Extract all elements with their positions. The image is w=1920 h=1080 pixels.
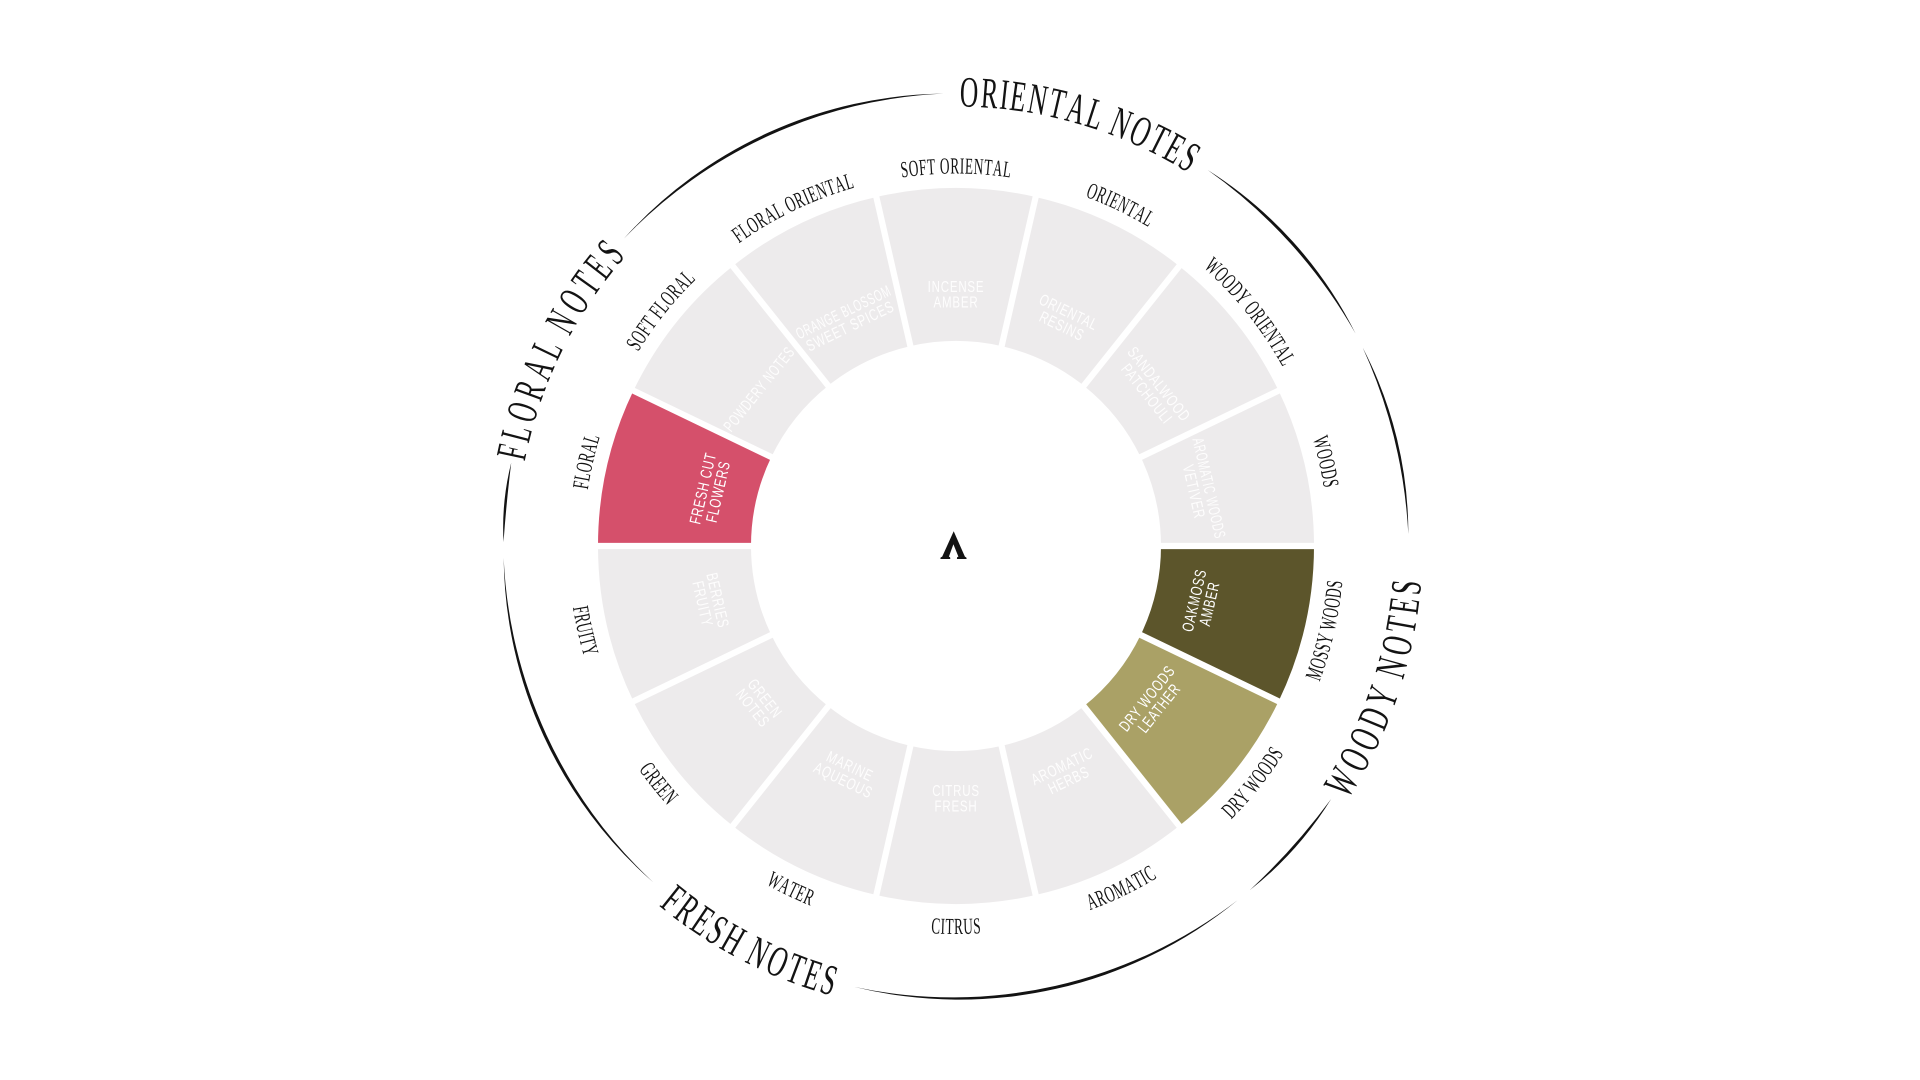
svg-text:U: U bbox=[963, 914, 974, 940]
svg-text:O: O bbox=[959, 67, 979, 116]
svg-text:F: F bbox=[567, 604, 594, 616]
svg-text:T: T bbox=[926, 154, 936, 180]
svg-text:O: O bbox=[907, 156, 919, 183]
svg-text:S: S bbox=[899, 157, 910, 184]
svg-text:I: I bbox=[572, 630, 598, 640]
svg-text:R: R bbox=[954, 914, 963, 940]
svg-text:N: N bbox=[973, 154, 984, 180]
svg-text:S: S bbox=[1381, 578, 1431, 597]
svg-text:FRESH: FRESH bbox=[935, 796, 978, 814]
svg-text:E: E bbox=[1379, 595, 1429, 617]
svg-text:R: R bbox=[950, 154, 959, 180]
svg-text:CITRUS: CITRUS bbox=[932, 781, 980, 799]
svg-text:INCENSE: INCENSE bbox=[928, 277, 985, 295]
svg-text:E: E bbox=[1007, 71, 1029, 122]
svg-text:R: R bbox=[979, 68, 1000, 118]
svg-text:O: O bbox=[1320, 596, 1347, 609]
svg-text:D: D bbox=[1315, 467, 1342, 481]
svg-text:E: E bbox=[965, 154, 974, 180]
svg-text:F: F bbox=[918, 155, 928, 181]
svg-text:F: F bbox=[568, 479, 595, 490]
svg-text:C: C bbox=[931, 914, 941, 940]
svg-text:S: S bbox=[973, 914, 982, 940]
svg-text:T: T bbox=[983, 155, 994, 181]
svg-text:O: O bbox=[940, 154, 950, 180]
svg-text:D: D bbox=[1321, 587, 1348, 600]
svg-text:A: A bbox=[992, 156, 1005, 183]
svg-text:O: O bbox=[1318, 606, 1345, 620]
svg-text:S: S bbox=[1317, 478, 1344, 490]
svg-text:I: I bbox=[960, 154, 965, 180]
svg-text:I: I bbox=[940, 914, 945, 940]
svg-text:AMBER: AMBER bbox=[934, 292, 979, 310]
svg-text:T: T bbox=[945, 914, 954, 940]
svg-text:W: W bbox=[1315, 615, 1343, 633]
svg-text:S: S bbox=[1322, 579, 1348, 589]
svg-text:L: L bbox=[1001, 157, 1012, 184]
